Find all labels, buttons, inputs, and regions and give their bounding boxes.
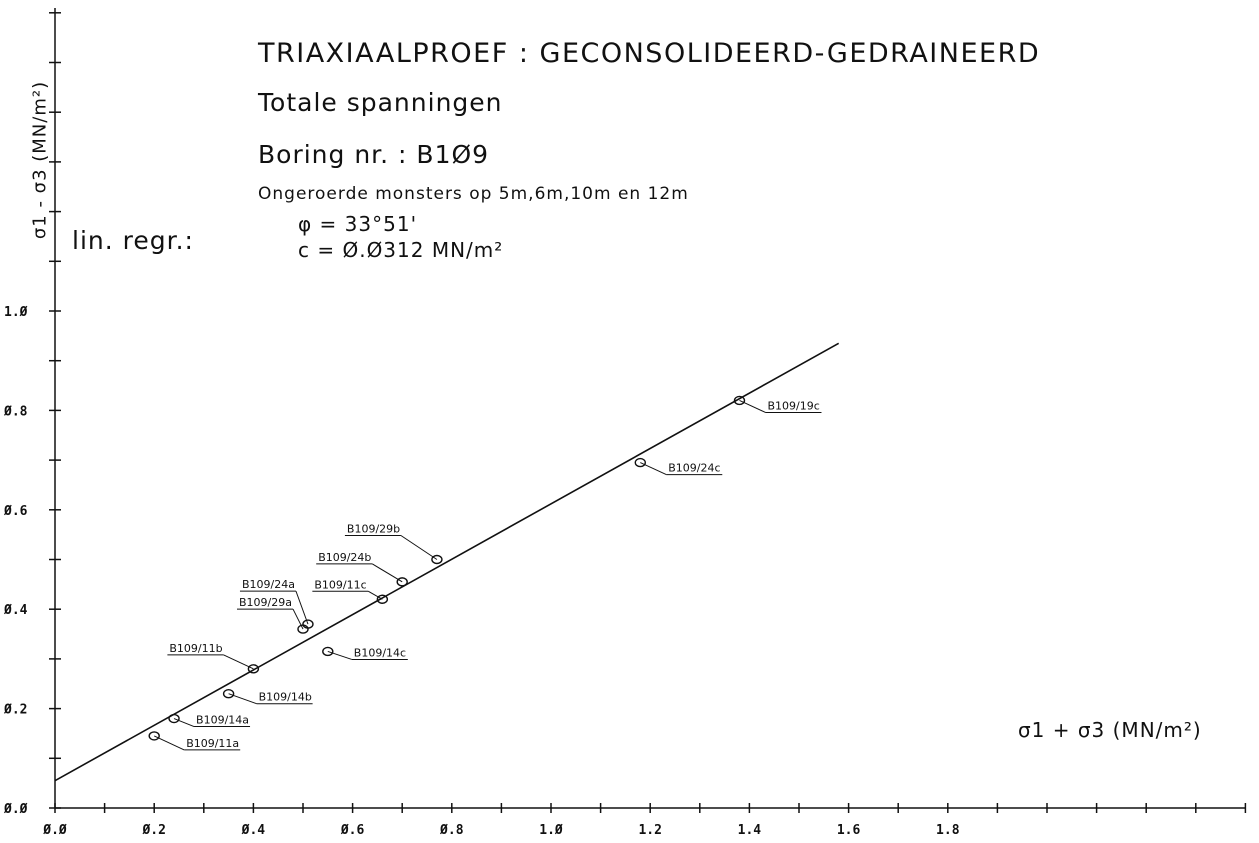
data-point-label: B109/14c (354, 646, 406, 659)
chart-ticks: Ø.Ø Ø.2 Ø.4 Ø.6 Ø.8 1.Ø 1.2 1.4 1.6 1.8 Ø.Ø Ø.2 Ø.4 Ø… (3, 12, 1247, 838)
data-point: B109/11b (167, 642, 260, 674)
data-point-label: B109/24b (318, 551, 371, 564)
data-point-marker (222, 688, 235, 699)
data-point-label: B109/11a (186, 737, 239, 750)
data-point-label: B109/29a (239, 596, 292, 609)
data-point-label: B109/29b (347, 523, 400, 536)
data-point: B109/24c (634, 457, 723, 476)
data-point-marker (634, 457, 646, 468)
data-point-leader (173, 718, 195, 728)
data-point-leader (228, 693, 257, 705)
y-tick-label: Ø.4 (3, 603, 28, 618)
x-tick-label: 1.6 (837, 823, 861, 838)
chart-subtitle: Totale spanningen (258, 88, 503, 117)
data-point-leader (223, 654, 254, 670)
x-axis-label: σ1 + σ3 (MN/m²) (1018, 718, 1202, 742)
data-point-marker (396, 577, 408, 587)
data-point-label: B109/11b (169, 642, 222, 655)
regression-line-layer (54, 342, 840, 782)
data-points-layer: B109/11a B109/14a B109/14b B109/11b B109/29a… (148, 395, 822, 751)
data-point-label: B109/11c (314, 578, 366, 591)
data-point-label: B109/14b (259, 691, 312, 704)
data-point: B109/24a (239, 578, 314, 629)
y-tick-label: Ø.2 (3, 703, 27, 718)
chart-axes (54, 8, 1246, 809)
data-point: B109/29b (344, 523, 443, 565)
boring-number: Boring nr. : B1Ø9 (258, 140, 490, 169)
data-point-marker (148, 731, 160, 741)
chart-title: TRIAXIAALPROEF : GECONSOLIDEERD-GEDRAINE… (258, 38, 1041, 69)
regression-label: lin. regr.: (72, 226, 194, 255)
regression-c: c = Ø.Ø312 MN/m² (298, 238, 504, 262)
samples-description: Ongeroerde monsters op 5m,6m,10m en 12m (258, 184, 689, 204)
data-point-label: B109/19c (767, 399, 819, 412)
data-point: B109/14b (222, 688, 313, 705)
x-tick-label: 1.Ø (539, 823, 563, 838)
data-point: B109/14c (322, 646, 408, 660)
data-point-marker (168, 713, 180, 724)
data-point: B109/19c (733, 395, 822, 413)
y-tick-label: Ø.Ø (3, 802, 28, 817)
regression-phi: φ = 33°51' (298, 212, 418, 236)
x-tick-label: 1.8 (936, 823, 960, 838)
x-tick-label: Ø.8 (439, 823, 464, 838)
x-tick-label: Ø.2 (141, 823, 165, 838)
y-tick-label: 1.Ø (4, 305, 28, 320)
data-point-label: B109/24a (242, 578, 295, 591)
data-point-leader (739, 400, 766, 413)
x-tick-label: 1.2 (638, 823, 661, 838)
data-point: B109/24b (316, 551, 408, 587)
data-point-leader (292, 608, 304, 630)
data-point-leader (400, 535, 438, 560)
y-tick-label: Ø.6 (3, 504, 28, 519)
data-point: B109/14a (168, 713, 251, 728)
data-point-leader (295, 590, 309, 625)
data-point-marker (247, 664, 260, 674)
data-point-leader (368, 590, 383, 600)
data-point-leader (640, 462, 667, 476)
regression-line (54, 342, 840, 782)
data-point-marker (733, 395, 746, 406)
data-point-marker (302, 619, 314, 629)
data-point-leader (327, 650, 352, 660)
data-point: B109/11c (312, 578, 389, 604)
data-point-label: B109/14a (196, 714, 249, 727)
data-point-label: B109/24c (668, 462, 720, 475)
data-point-leader (371, 563, 403, 583)
data-point-marker (431, 554, 443, 565)
data-point: B109/11a (148, 731, 241, 751)
data-point-leader (153, 735, 185, 751)
x-tick-label: Ø.6 (340, 823, 365, 838)
y-tick-label: Ø.8 (3, 404, 28, 419)
data-point-marker (322, 646, 334, 657)
x-tick-label: Ø.Ø (42, 823, 67, 838)
data-point-marker (376, 594, 389, 604)
x-tick-label: 1.4 (738, 823, 762, 838)
data-point: B109/29a (237, 596, 309, 634)
x-tick-label: Ø.4 (241, 823, 266, 838)
y-axis-label: σ1 - σ3 (MN/m²) (29, 80, 51, 240)
